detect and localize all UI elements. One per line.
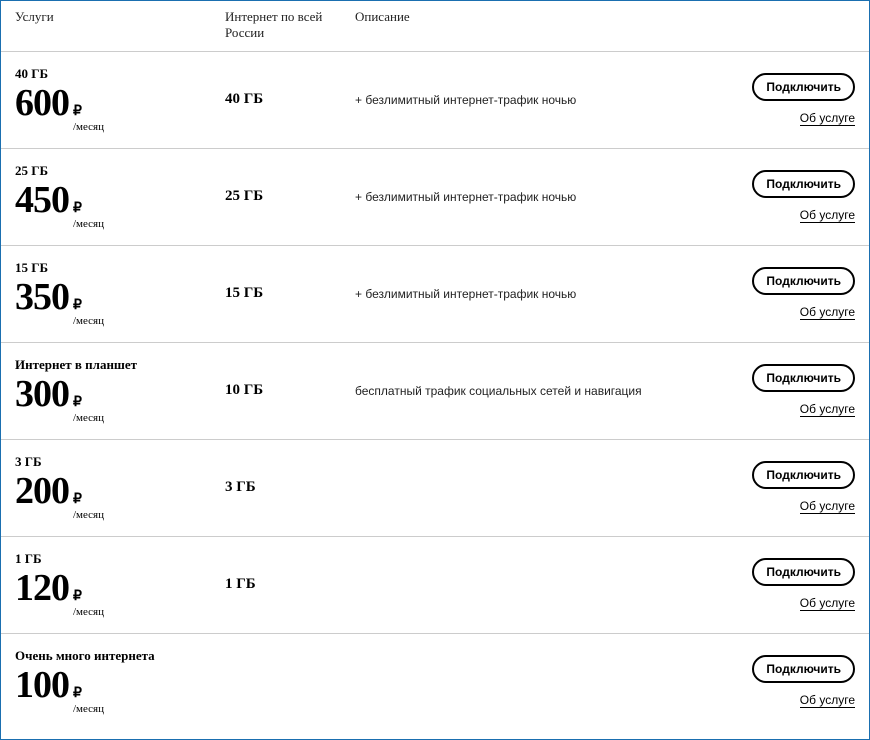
plan-title: 1 ГБ <box>15 551 225 567</box>
actions-cell: Подключить Об услуге <box>735 364 855 417</box>
service-cell: 25 ГБ 450 ₽ /месяц <box>15 163 225 231</box>
currency-symbol: ₽ <box>73 686 104 703</box>
period-label: /месяц <box>73 121 104 134</box>
period-label: /месяц <box>73 606 104 619</box>
about-link[interactable]: Об услуге <box>800 305 855 320</box>
description-cell: бесплатный трафик социальных сетей и нав… <box>355 384 735 398</box>
table-row: 1 ГБ 120 ₽ /месяц 1 ГБ Подключить Об усл… <box>1 537 869 634</box>
about-link[interactable]: Об услуге <box>800 111 855 126</box>
service-cell: 3 ГБ 200 ₽ /месяц <box>15 454 225 522</box>
actions-cell: Подключить Об услуге <box>735 558 855 611</box>
price-line: 100 ₽ /месяц <box>15 666 225 716</box>
price-unit: ₽ /месяц <box>73 686 104 716</box>
price-line: 350 ₽ /месяц <box>15 278 225 328</box>
actions-cell: Подключить Об услуге <box>735 170 855 223</box>
table-row: 25 ГБ 450 ₽ /месяц 25 ГБ + безлимитный и… <box>1 149 869 246</box>
connect-button[interactable]: Подключить <box>752 461 855 489</box>
connect-button[interactable]: Подключить <box>752 558 855 586</box>
price-unit: ₽ /месяц <box>73 104 104 134</box>
service-cell: Очень много интернета 100 ₽ /месяц <box>15 648 225 716</box>
price-line: 200 ₽ /месяц <box>15 472 225 522</box>
actions-cell: Подключить Об услуге <box>735 461 855 514</box>
table-row: Очень много интернета 100 ₽ /месяц Подкл… <box>1 634 869 730</box>
header-actions <box>735 9 855 41</box>
price-line: 120 ₽ /месяц <box>15 569 225 619</box>
price-line: 300 ₽ /месяц <box>15 375 225 425</box>
period-label: /месяц <box>73 315 104 328</box>
price-unit: ₽ /месяц <box>73 395 104 425</box>
about-link[interactable]: Об услуге <box>800 499 855 514</box>
currency-symbol: ₽ <box>73 395 104 412</box>
description-cell: + безлимитный интернет-трафик ночью <box>355 287 735 301</box>
about-link[interactable]: Об услуге <box>800 693 855 708</box>
plan-title: 3 ГБ <box>15 454 225 470</box>
description-cell: + безлимитный интернет-трафик ночью <box>355 190 735 204</box>
service-cell: Интернет в планшет 300 ₽ /месяц <box>15 357 225 425</box>
internet-cell: 15 ГБ <box>225 285 355 302</box>
plan-title: 15 ГБ <box>15 260 225 276</box>
header-description: Описание <box>355 9 735 41</box>
header-internet: Интернет по всей России <box>225 9 355 41</box>
actions-cell: Подключить Об услуге <box>735 655 855 708</box>
price-unit: ₽ /месяц <box>73 492 104 522</box>
service-cell: 40 ГБ 600 ₽ /месяц <box>15 66 225 134</box>
about-link[interactable]: Об услуге <box>800 402 855 417</box>
connect-button[interactable]: Подключить <box>752 73 855 101</box>
price-value: 350 <box>15 278 69 316</box>
internet-cell: 3 ГБ <box>225 479 355 496</box>
table-row: 40 ГБ 600 ₽ /месяц 40 ГБ + безлимитный и… <box>1 52 869 149</box>
price-value: 300 <box>15 375 69 413</box>
header-service: Услуги <box>15 9 225 41</box>
connect-button[interactable]: Подключить <box>752 655 855 683</box>
currency-symbol: ₽ <box>73 104 104 121</box>
price-line: 450 ₽ /месяц <box>15 181 225 231</box>
service-cell: 1 ГБ 120 ₽ /месяц <box>15 551 225 619</box>
table-row: Интернет в планшет 300 ₽ /месяц 10 ГБ бе… <box>1 343 869 440</box>
price-value: 600 <box>15 84 69 122</box>
currency-symbol: ₽ <box>73 298 104 315</box>
price-line: 600 ₽ /месяц <box>15 84 225 134</box>
about-link[interactable]: Об услуге <box>800 208 855 223</box>
plan-title: 40 ГБ <box>15 66 225 82</box>
plan-title: Очень много интернета <box>15 648 225 664</box>
table-row: 3 ГБ 200 ₽ /месяц 3 ГБ Подключить Об усл… <box>1 440 869 537</box>
period-label: /месяц <box>73 412 104 425</box>
price-value: 120 <box>15 569 69 607</box>
period-label: /месяц <box>73 509 104 522</box>
connect-button[interactable]: Подключить <box>752 267 855 295</box>
table-row: 15 ГБ 350 ₽ /месяц 15 ГБ + безлимитный и… <box>1 246 869 343</box>
pricing-table: Услуги Интернет по всей России Описание … <box>1 1 869 739</box>
currency-symbol: ₽ <box>73 492 104 509</box>
plan-title: Интернет в планшет <box>15 357 225 373</box>
connect-button[interactable]: Подключить <box>752 170 855 198</box>
about-link[interactable]: Об услуге <box>800 596 855 611</box>
price-unit: ₽ /месяц <box>73 298 104 328</box>
internet-cell: 1 ГБ <box>225 576 355 593</box>
price-value: 200 <box>15 472 69 510</box>
description-cell: + безлимитный интернет-трафик ночью <box>355 93 735 107</box>
internet-cell: 10 ГБ <box>225 382 355 399</box>
internet-cell: 40 ГБ <box>225 91 355 108</box>
connect-button[interactable]: Подключить <box>752 364 855 392</box>
price-unit: ₽ /месяц <box>73 589 104 619</box>
internet-cell: 25 ГБ <box>225 188 355 205</box>
service-cell: 15 ГБ 350 ₽ /месяц <box>15 260 225 328</box>
actions-cell: Подключить Об услуге <box>735 73 855 126</box>
table-header: Услуги Интернет по всей России Описание <box>1 1 869 52</box>
currency-symbol: ₽ <box>73 589 104 606</box>
actions-cell: Подключить Об услуге <box>735 267 855 320</box>
period-label: /месяц <box>73 703 104 716</box>
price-unit: ₽ /месяц <box>73 201 104 231</box>
currency-symbol: ₽ <box>73 201 104 218</box>
plan-title: 25 ГБ <box>15 163 225 179</box>
price-value: 450 <box>15 181 69 219</box>
price-value: 100 <box>15 666 69 704</box>
period-label: /месяц <box>73 218 104 231</box>
